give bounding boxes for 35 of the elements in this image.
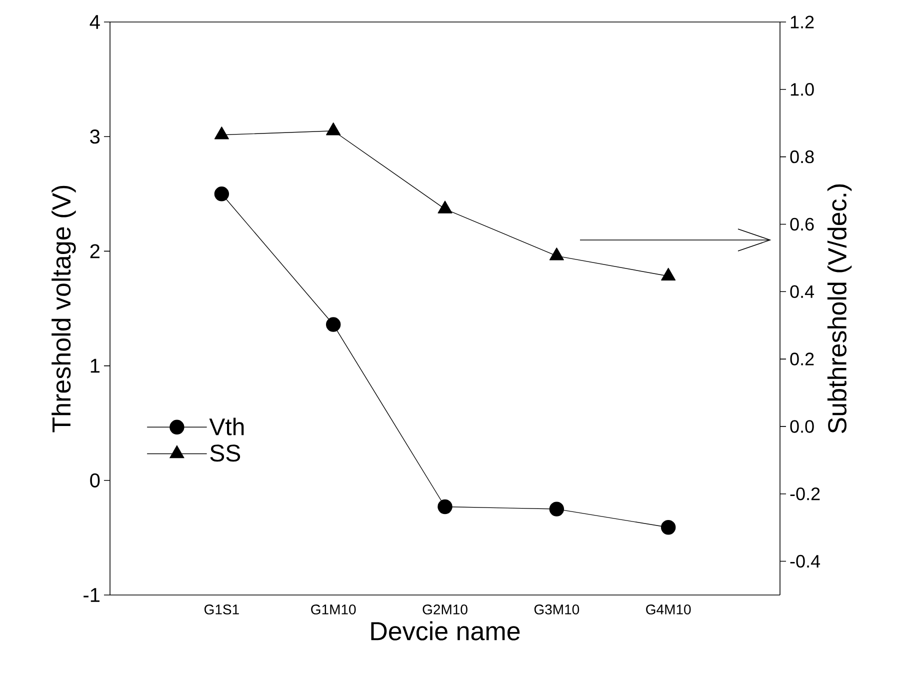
x-axis-title: Devcie name bbox=[371, 621, 520, 640]
point bbox=[214, 186, 230, 202]
y-axis-title: Threshold voltage (V) bbox=[52, 186, 76, 432]
y-tick-label: 0 bbox=[90, 473, 100, 488]
x-tick-label: G1S1 bbox=[204, 604, 239, 614]
x-tick-label: G2M10 bbox=[422, 604, 468, 614]
y2-tick-label: 0.0 bbox=[790, 420, 814, 433]
legend-label: SS bbox=[210, 444, 240, 462]
y2-tick-label: 1.2 bbox=[790, 16, 814, 28]
point bbox=[438, 499, 452, 514]
y2-tick-label: 0.8 bbox=[790, 150, 814, 164]
point bbox=[660, 520, 676, 535]
legend-label: Vth bbox=[209, 418, 244, 436]
y2-tick-label: 1.0 bbox=[790, 83, 814, 96]
x-tick-label: G4M10 bbox=[646, 604, 691, 614]
point bbox=[214, 126, 229, 140]
y-tick-label: 3 bbox=[90, 130, 100, 144]
point bbox=[549, 248, 564, 260]
y-tick-label: -1 bbox=[84, 588, 100, 602]
point bbox=[549, 502, 564, 516]
y-tick-label: 1 bbox=[90, 358, 100, 373]
y-tick-label: 2 bbox=[90, 244, 100, 258]
point bbox=[661, 268, 676, 280]
point bbox=[326, 122, 341, 136]
y2-tick-label: 0.6 bbox=[790, 218, 814, 231]
y2-tick-label: 0.2 bbox=[790, 352, 814, 366]
point bbox=[438, 200, 452, 214]
point bbox=[326, 317, 341, 332]
y2-axis-title: Subthreshold (V/dec.) bbox=[827, 184, 852, 434]
x-tick-label: G3M10 bbox=[534, 604, 580, 614]
y2-tick-label: 0.4 bbox=[790, 285, 814, 298]
y-tick-label: 4 bbox=[90, 15, 100, 29]
y2-tick-label: -0.2 bbox=[790, 487, 820, 500]
x-tick-label: G1M10 bbox=[311, 604, 356, 614]
y2-tick-label: -0.4 bbox=[790, 554, 820, 568]
